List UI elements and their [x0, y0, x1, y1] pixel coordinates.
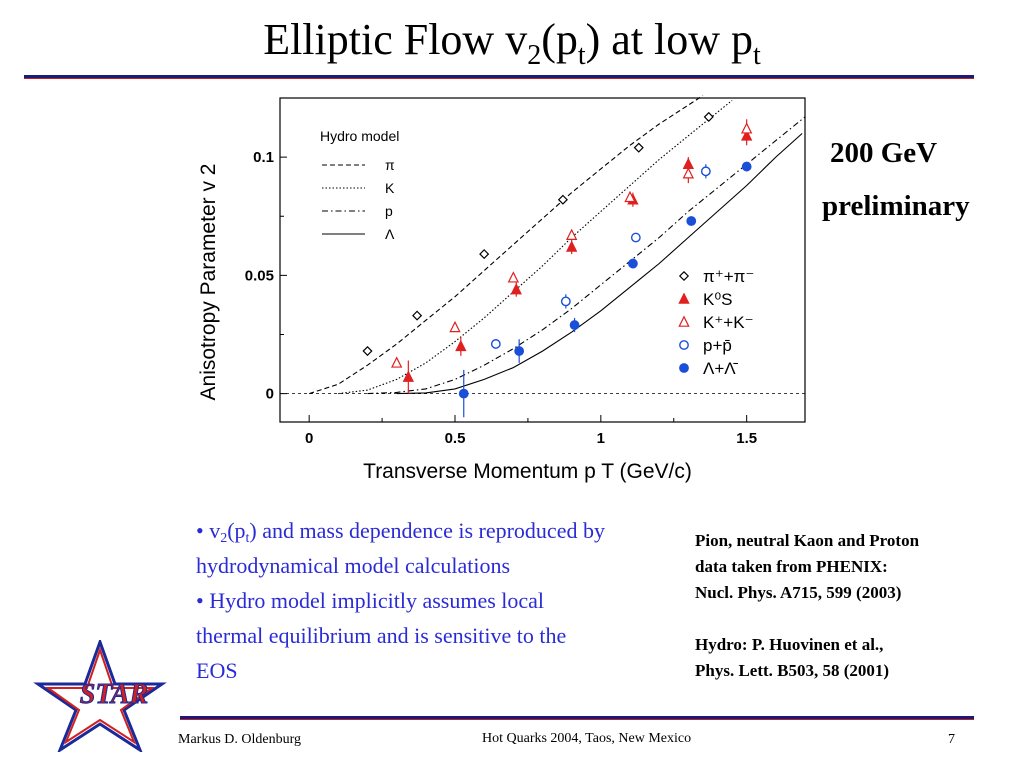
title-rule: [24, 75, 974, 78]
hydro-legend-label: Λ: [385, 226, 395, 242]
data-point: [628, 258, 638, 269]
footer-author: Markus D. Oldenburg: [178, 732, 302, 747]
reference-line: data taken from PHENIX:: [695, 557, 888, 576]
data-point: [557, 194, 568, 205]
legend-marker: [679, 363, 689, 373]
star-logo: STAR: [33, 640, 167, 752]
data-point: [630, 232, 641, 243]
legend-label: K⁺+K⁻: [703, 313, 754, 332]
hydro-curve: [396, 133, 803, 395]
legend-marker: [678, 315, 690, 327]
reference-line: Hydro: P. Huovinen et al.,: [695, 635, 884, 654]
x-axis-label: Transverse Momentum p T (GeV/c): [363, 460, 692, 483]
data-point: [402, 370, 415, 382]
data-point: [458, 388, 469, 399]
footer-rule-accent: [180, 719, 974, 720]
reference-line: Pion, neutral Kaon and Proton: [695, 531, 920, 550]
data-point: [560, 296, 571, 307]
legend-label: K⁰S: [703, 290, 733, 309]
data-point: [479, 249, 490, 260]
legend-marker: [678, 292, 690, 304]
data-point: [682, 167, 695, 179]
bullet-item: • v2(pt) and mass dependence is reproduc…: [196, 518, 605, 578]
preliminary-label: preliminary: [822, 190, 970, 222]
title-rule-accent: [24, 78, 974, 79]
x-tick-label: 1.5: [736, 430, 757, 447]
star-shape: [33, 640, 167, 752]
v2-chart: 0 0.5 1 1.5 0 0.05 0.1 Transverse Momentum p T …: [197, 95, 806, 483]
slide-title: Elliptic Flow v2(pt) at low pt: [263, 15, 761, 71]
footer-event: Hot Quarks 2004, Taos, New Mexico: [482, 731, 692, 746]
hydro-legend-label: K: [385, 180, 395, 196]
data-point: [569, 320, 580, 330]
reference-line: Nucl. Phys. A715, 599 (2003): [695, 583, 902, 602]
data-point: [390, 356, 403, 368]
data-point: [455, 339, 467, 352]
data-point: [700, 166, 711, 177]
data-point: [449, 320, 461, 333]
x-tick-label: 1: [597, 430, 605, 447]
data-point: [633, 142, 644, 153]
hydro-curve: [338, 99, 733, 395]
data-point: [741, 161, 752, 172]
hydro-legend-title: Hydro model: [320, 128, 399, 144]
bullet-list: • v2(pt) and mass dependence is reproduc…: [196, 513, 606, 688]
data-point: [412, 310, 423, 321]
data-point: [507, 271, 520, 283]
x-tick-label: 0.5: [445, 430, 466, 447]
data-point: [565, 240, 578, 252]
legend-marker: [679, 340, 689, 350]
data-point: [703, 111, 714, 122]
data-point: [624, 190, 636, 203]
star-logo-text: STAR: [80, 679, 148, 710]
data-point: [686, 216, 697, 226]
legend-marker: [678, 270, 690, 282]
footer-page-number: 7: [948, 732, 955, 747]
energy-label: 200 GeV: [830, 137, 938, 169]
data-point: [565, 228, 578, 240]
y-axis-label: Anisotropy Parameter v 2: [197, 164, 220, 401]
hydro-curve: [367, 116, 806, 395]
x-tick-label: 0: [305, 430, 313, 447]
legend-label: π⁺+π⁻: [703, 267, 754, 286]
hydro-curve: [309, 95, 704, 395]
bullet-item: • Hydro model implicitly assumes local t…: [196, 588, 567, 683]
legend-label: p+p̄: [703, 336, 732, 355]
y-tick-label: 0: [266, 386, 274, 403]
data-point: [514, 346, 525, 356]
y-tick-label: 0.1: [253, 149, 274, 166]
hydro-legend-label: π: [385, 157, 395, 173]
legend-label: Λ+Λ̄: [703, 359, 739, 378]
footer-rule: [180, 716, 974, 719]
hydro-legend-label: p: [385, 203, 393, 219]
data-point: [510, 283, 522, 295]
reference-line: Phys. Lett. B503, 58 (2001): [695, 661, 890, 680]
data-point: [362, 346, 373, 357]
references: Pion, neutral Kaon and Proton data taken…: [695, 528, 1015, 684]
data-point: [490, 339, 501, 349]
y-tick-label: 0.05: [245, 267, 274, 284]
plot-frame: [279, 97, 806, 423]
data-point: [740, 122, 753, 134]
